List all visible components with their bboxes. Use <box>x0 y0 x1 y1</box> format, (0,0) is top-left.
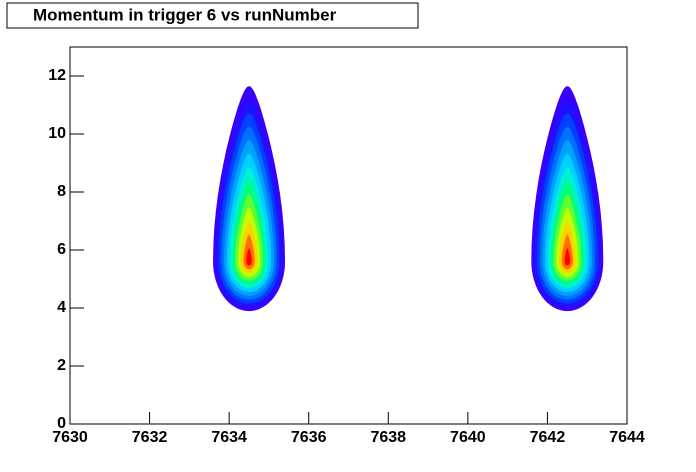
x-tick-label: 7630 <box>52 429 88 446</box>
x-tick-label: 7644 <box>609 429 645 446</box>
x-tick-label: 7632 <box>132 429 168 446</box>
y-tick-label: 2 <box>57 357 66 374</box>
x-tick-label: 7638 <box>370 429 406 446</box>
contour-level <box>564 248 571 266</box>
x-tick-label: 7634 <box>211 429 247 446</box>
chart-title: Momentum in trigger 6 vs runNumber <box>33 5 337 24</box>
y-tick-label: 6 <box>57 241 66 258</box>
x-tick-label: 7642 <box>530 429 566 446</box>
plot-frame <box>69 46 628 425</box>
title-box <box>6 2 419 29</box>
y-tick-label: 10 <box>48 125 66 142</box>
contour-blob <box>213 86 285 312</box>
y-tick-label: 4 <box>57 299 66 316</box>
contour-blob <box>531 86 604 312</box>
x-tick-label: 7640 <box>450 429 486 446</box>
y-tick-label: 0 <box>57 415 66 432</box>
y-tick-label: 8 <box>57 183 66 200</box>
y-tick-label: 12 <box>48 67 66 84</box>
contour-level <box>246 248 252 266</box>
x-tick-label: 7636 <box>291 429 327 446</box>
